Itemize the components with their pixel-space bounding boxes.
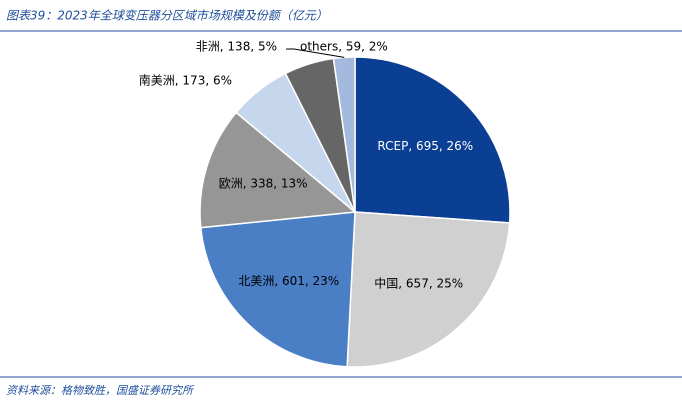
data-label: RCEP, 695, 26%: [377, 139, 473, 153]
data-label: 北美洲, 601, 23%: [238, 274, 339, 288]
chart-title: 图表39：2023年全球变压器分区域市场规模及份额（亿元）: [6, 9, 328, 23]
pie-slice: [346, 211, 511, 368]
data-label: 非洲, 138, 5%: [196, 40, 277, 54]
pie-slice: [199, 211, 356, 368]
pie-slice: [199, 111, 357, 229]
leader-line: [293, 48, 345, 58]
data-label: others, 59, 2%: [300, 40, 388, 54]
data-label: 南美洲, 173, 6%: [139, 73, 232, 88]
data-label: 中国, 657, 25%: [374, 275, 463, 290]
data-label: 欧洲, 338, 13%: [219, 176, 308, 190]
pie-slice: [332, 56, 356, 213]
pie-slice: [354, 56, 511, 224]
source-note: 资料来源：格物致胜，国盛证券研究所: [6, 384, 195, 397]
